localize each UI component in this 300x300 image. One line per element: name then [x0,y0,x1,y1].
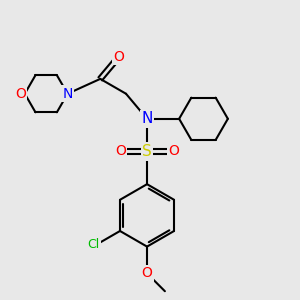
Text: N: N [62,87,73,101]
Text: O: O [15,87,26,101]
Text: O: O [142,266,152,280]
Text: N: N [141,111,153,126]
Text: S: S [142,144,152,159]
Text: O: O [113,50,124,64]
Text: O: O [115,145,126,158]
Text: Cl: Cl [88,238,100,251]
Text: O: O [168,145,179,158]
